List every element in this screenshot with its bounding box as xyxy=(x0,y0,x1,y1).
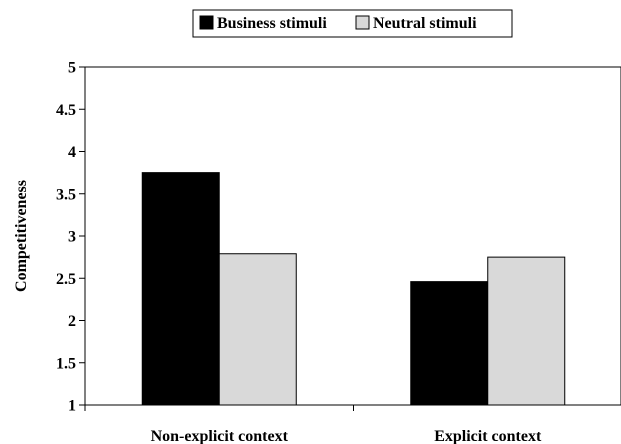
y-tick-label: 1.5 xyxy=(56,355,76,372)
y-axis-title: Competitiveness xyxy=(13,180,30,292)
y-tick-label: 4 xyxy=(68,144,76,161)
bar-business-0 xyxy=(141,172,220,406)
legend: Business stimuli Neutral stimuli xyxy=(192,9,513,38)
legend-label-neutral: Neutral stimuli xyxy=(373,15,477,32)
bar-business-1 xyxy=(410,281,489,406)
legend-swatch-neutral xyxy=(355,15,370,30)
legend-box xyxy=(192,9,513,38)
legend-label-business: Business stimuli xyxy=(217,15,327,32)
plot-area: 1 1.5 2 2.5 3 3.5 4 4.5 5 Non-explicit context Exp… xyxy=(56,60,621,444)
x-category-label: Non-explicit context xyxy=(151,428,289,444)
bar-neutral-1 xyxy=(487,256,566,406)
y-tick-label: 1 xyxy=(68,398,76,415)
y-tick-label: 5 xyxy=(68,60,76,77)
x-category-label: Explicit context xyxy=(434,428,542,444)
y-tick-label: 3 xyxy=(68,229,76,246)
legend-swatch-business xyxy=(199,15,214,30)
y-tick-label: 4.5 xyxy=(56,102,76,119)
y-tick-label: 2.5 xyxy=(56,271,76,288)
y-tick-label: 3.5 xyxy=(56,186,76,203)
y-tick-label: 2 xyxy=(68,313,76,330)
bar-neutral-0 xyxy=(218,253,297,406)
